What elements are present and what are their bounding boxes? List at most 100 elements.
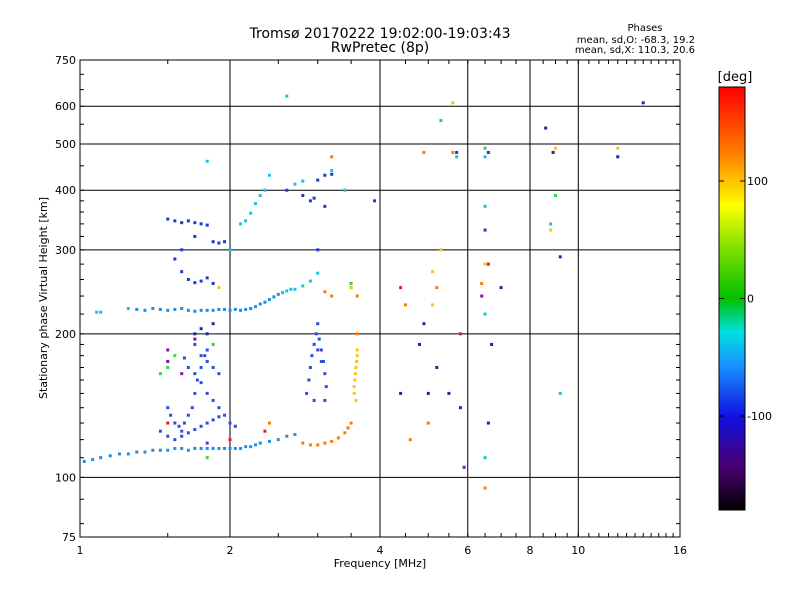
scatter-point — [319, 359, 323, 363]
scatter-point — [193, 428, 197, 432]
scatter-point — [199, 308, 203, 312]
scatter-point — [483, 262, 487, 266]
scatter-point — [426, 391, 430, 395]
scatter-point — [199, 327, 203, 331]
x-tick-label: 1 — [77, 544, 84, 557]
scatter-point — [267, 173, 271, 177]
scatter-point — [439, 248, 443, 252]
scatter-point — [323, 441, 327, 445]
scatter-point — [483, 228, 487, 232]
scatter-point — [349, 421, 353, 425]
scatter-point — [353, 378, 357, 382]
scatter-point — [180, 429, 184, 433]
scatter-point — [190, 406, 194, 410]
scatter-point — [166, 308, 170, 312]
phases-line-o: mean, sd,O: -68.3, 19.2 — [577, 35, 695, 46]
scatter-point — [293, 433, 297, 437]
scatter-point — [308, 279, 312, 283]
y-tick-label: 500 — [55, 138, 76, 151]
data-points — [82, 94, 645, 490]
scatter-point — [233, 446, 237, 450]
scatter-point — [641, 101, 645, 105]
scatter-point — [314, 332, 318, 336]
scatter-point — [173, 446, 177, 450]
scatter-point — [239, 222, 243, 226]
scatter-point — [354, 365, 358, 369]
scatter-point — [182, 421, 186, 425]
scatter-point — [616, 146, 620, 150]
scatter-point — [166, 421, 170, 425]
scatter-point — [486, 262, 490, 266]
scatter-point — [253, 305, 257, 309]
chart-subtitle: RwPretec (8p) — [331, 40, 429, 56]
colorbar-ticks: 100 0 -100 — [719, 175, 772, 423]
scatter-point — [480, 294, 484, 298]
scatter-point — [173, 421, 177, 425]
scatter-point — [483, 486, 487, 490]
scatter-point — [173, 307, 177, 311]
scatter-point — [258, 302, 262, 306]
chart-title: Tromsø 20170222 19:02:00-19:03:43 — [249, 26, 511, 42]
scatter-point — [253, 443, 257, 447]
scatter-point — [263, 429, 267, 433]
scatter-point — [182, 356, 186, 360]
scatter-point — [352, 385, 356, 389]
scatter-point — [166, 359, 170, 363]
scatter-point — [323, 398, 327, 402]
colorbar-label: [deg] — [718, 70, 753, 85]
scatter-point — [166, 365, 170, 369]
scatter-point — [217, 241, 221, 245]
scatter-point — [355, 348, 359, 352]
scatter-point — [193, 234, 197, 238]
y-tick-labels: 75 100 200 300 400 500 600 750 — [55, 54, 76, 544]
scatter-point — [285, 188, 289, 192]
scatter-point — [205, 456, 209, 460]
y-tick-label: 100 — [55, 471, 76, 484]
scatter-point — [316, 322, 320, 326]
scatter-point — [158, 307, 162, 311]
scatter-point — [451, 101, 455, 105]
scatter-point — [186, 308, 190, 312]
scatter-point — [431, 303, 435, 307]
scatter-point — [223, 240, 227, 244]
scatter-point — [199, 222, 203, 226]
scatter-point — [285, 289, 289, 293]
scatter-point — [193, 342, 197, 346]
scatter-point — [228, 248, 232, 252]
scatter-point — [228, 438, 232, 442]
x-tick-label: 6 — [464, 544, 471, 557]
scatter-point — [199, 354, 203, 358]
scatter-point — [151, 448, 155, 452]
scatter-point — [166, 434, 170, 438]
scatter-point — [281, 291, 285, 295]
scatter-point — [244, 445, 248, 449]
scatter-point — [483, 155, 487, 159]
phases-title: Phases — [627, 23, 662, 34]
scatter-point — [166, 217, 170, 221]
scatter-point — [217, 415, 221, 419]
scatter-point — [285, 94, 289, 98]
scatter-point — [301, 179, 305, 183]
scatter-point — [323, 290, 327, 294]
scatter-point — [95, 310, 99, 314]
scatter-point — [455, 155, 459, 159]
scatter-point — [135, 450, 139, 454]
scatter-point — [126, 452, 130, 456]
y-tick-label: 75 — [62, 531, 76, 544]
scatter-point — [349, 281, 353, 285]
scatter-point — [217, 446, 221, 450]
scatter-point — [316, 248, 320, 252]
scatter-point — [180, 434, 184, 438]
scatter-point — [173, 438, 177, 442]
x-tick-label: 4 — [377, 544, 384, 557]
phases-line-x: mean, sd,X: 110.3, 20.6 — [575, 45, 695, 56]
scatter-point — [399, 286, 403, 290]
scatter-point — [323, 173, 327, 177]
scatter-point — [193, 309, 197, 313]
scatter-point — [301, 284, 305, 288]
scatter-point — [205, 446, 209, 450]
scatter-point — [324, 385, 328, 389]
scatter-point — [211, 398, 215, 402]
scatter-point — [158, 372, 162, 376]
scatter-point — [354, 398, 358, 402]
